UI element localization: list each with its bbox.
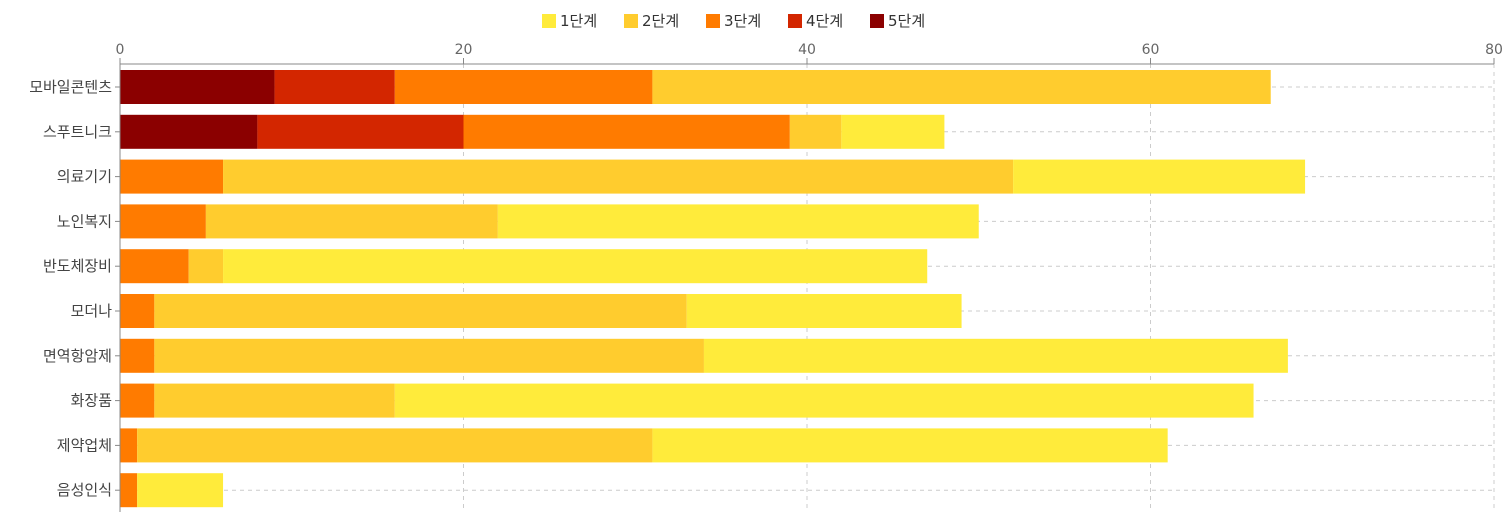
bar-제약업체-3단계 bbox=[120, 428, 138, 463]
category-label-제약업체: 제약업체 bbox=[57, 436, 112, 454]
bar-면역항암제-3단계 bbox=[120, 338, 155, 373]
category-label-노인복지: 노인복지 bbox=[57, 212, 112, 230]
bar-화장품-3단계 bbox=[120, 383, 155, 418]
bar-노인복지-3단계 bbox=[120, 204, 206, 239]
legend-swatch-5단계 bbox=[870, 14, 884, 28]
bar-면역항암제-2단계 bbox=[154, 338, 704, 373]
bar-제약업체-2단계 bbox=[137, 428, 653, 463]
legend-swatch-2단계 bbox=[624, 14, 638, 28]
x-tick-label: 80 bbox=[1485, 42, 1503, 58]
category-label-음성인식: 음성인식 bbox=[57, 481, 112, 499]
legend-label-3단계: 3단계 bbox=[724, 12, 761, 30]
legend-swatch-3단계 bbox=[706, 14, 720, 28]
category-label-모바일콘텐츠: 모바일콘텐츠 bbox=[29, 78, 112, 96]
bar-반도체장비-3단계 bbox=[120, 249, 189, 284]
bar-모더나-3단계 bbox=[120, 294, 155, 328]
legend-label-5단계: 5단계 bbox=[888, 12, 925, 30]
bar-음성인식-3단계 bbox=[120, 473, 138, 508]
category-label-스푸트니크: 스푸트니크 bbox=[43, 123, 112, 141]
legend-label-1단계: 1단계 bbox=[560, 12, 597, 30]
legend-swatch-1단계 bbox=[542, 14, 556, 28]
bar-모바일콘텐츠-2단계 bbox=[652, 70, 1271, 104]
bar-모바일콘텐츠-5단계 bbox=[120, 70, 275, 104]
category-label-반도체장비: 반도체장비 bbox=[43, 257, 112, 275]
bar-면역항암제-1단계 bbox=[703, 338, 1288, 373]
bar-반도체장비-1단계 bbox=[223, 249, 928, 284]
legend-swatch-4단계 bbox=[788, 14, 802, 28]
legend-label-2단계: 2단계 bbox=[642, 12, 679, 30]
bar-제약업체-1단계 bbox=[652, 428, 1168, 463]
bar-노인복지-2단계 bbox=[205, 204, 498, 239]
category-label-화장품: 화장품 bbox=[71, 392, 112, 410]
category-label-모더나: 모더나 bbox=[71, 302, 113, 320]
bars bbox=[120, 70, 1306, 508]
bar-의료기기-1단계 bbox=[1013, 159, 1306, 194]
bar-모바일콘텐츠-4단계 bbox=[274, 70, 395, 104]
x-tick-label: 0 bbox=[116, 42, 125, 58]
x-tick-label: 20 bbox=[455, 42, 473, 58]
bar-화장품-1단계 bbox=[394, 383, 1254, 418]
bar-모더나-2단계 bbox=[154, 294, 687, 328]
bar-스푸트니크-2단계 bbox=[789, 114, 842, 149]
bar-의료기기-2단계 bbox=[223, 159, 1014, 194]
bar-음성인식-1단계 bbox=[137, 473, 224, 508]
legend-label-4단계: 4단계 bbox=[806, 12, 843, 30]
category-label-의료기기: 의료기기 bbox=[57, 168, 112, 186]
bar-스푸트니크-4단계 bbox=[257, 114, 464, 149]
bar-반도체장비-2단계 bbox=[188, 249, 224, 284]
bar-모더나-1단계 bbox=[686, 294, 962, 328]
x-tick-label: 40 bbox=[798, 42, 816, 58]
bar-스푸트니크-3단계 bbox=[463, 114, 790, 149]
bar-모바일콘텐츠-3단계 bbox=[394, 70, 653, 104]
bar-노인복지-1단계 bbox=[497, 204, 979, 239]
bar-화장품-2단계 bbox=[154, 383, 395, 418]
bar-의료기기-3단계 bbox=[120, 159, 224, 194]
axes: 0 20 40 60 80 모바일콘텐츠스푸트니크의료기기노인복지반도체장비모더나면역항암… bbox=[29, 42, 1503, 512]
bar-스푸트니크-5단계 bbox=[120, 114, 258, 149]
legend: 1단계 2단계 3단계 4단계 5단계 bbox=[542, 12, 925, 30]
bar-스푸트니크-1단계 bbox=[841, 114, 945, 149]
x-tick-label: 60 bbox=[1142, 42, 1160, 58]
category-label-면역항암제: 면역항암제 bbox=[43, 347, 112, 365]
